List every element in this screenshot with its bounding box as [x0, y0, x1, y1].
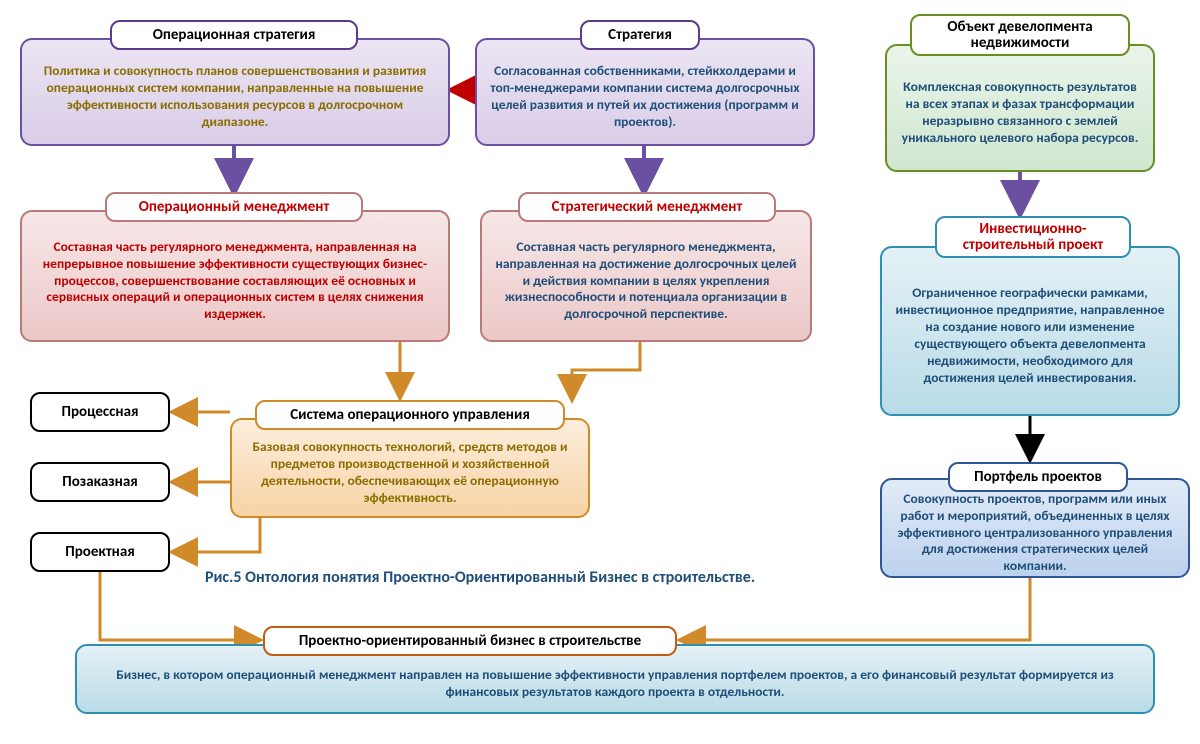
- isp-title: Инвестиционно-строительный проект: [935, 216, 1131, 258]
- op-strategy-body: Политика и совокупность планов совершенс…: [20, 38, 450, 146]
- pob-title: Проектно-ориентированный бизнес в строит…: [263, 626, 677, 656]
- strategy-title: Стратегия: [580, 20, 700, 50]
- portfolio-body: Совокупность проектов, программ или иных…: [880, 478, 1190, 578]
- isp-body: Ограниченное географически рамками, инве…: [880, 246, 1180, 416]
- process-box: Процессная: [30, 392, 170, 432]
- dev-object-body: Комплексная совокупность результатов на …: [885, 44, 1155, 172]
- strategy-body: Согласованная собственниками, стейкхолде…: [475, 38, 815, 146]
- strat-mgmt-body: Составная часть регулярного менеджмента,…: [480, 210, 812, 342]
- dev-object-title: Объект девелопмента недвижимости: [910, 14, 1130, 56]
- op-strategy-title: Операционная стратегия: [110, 20, 358, 50]
- op-mgmt-body: Составная часть регулярного менеджмента,…: [20, 210, 450, 342]
- strat-mgmt-title: Стратегический менеджмент: [518, 192, 776, 222]
- sou-body: Базовая совокупность технологий, средств…: [230, 418, 590, 518]
- figure-caption: Рис.5 Онтология понятия Проектно-Ориенти…: [205, 568, 755, 587]
- order-box: Позаказная: [30, 462, 170, 502]
- op-mgmt-title: Операционный менеджмент: [105, 192, 363, 222]
- sou-title: Система операционного управления: [255, 400, 565, 430]
- portfolio-title: Портфель проектов: [948, 462, 1128, 492]
- project-box: Проектная: [30, 532, 170, 572]
